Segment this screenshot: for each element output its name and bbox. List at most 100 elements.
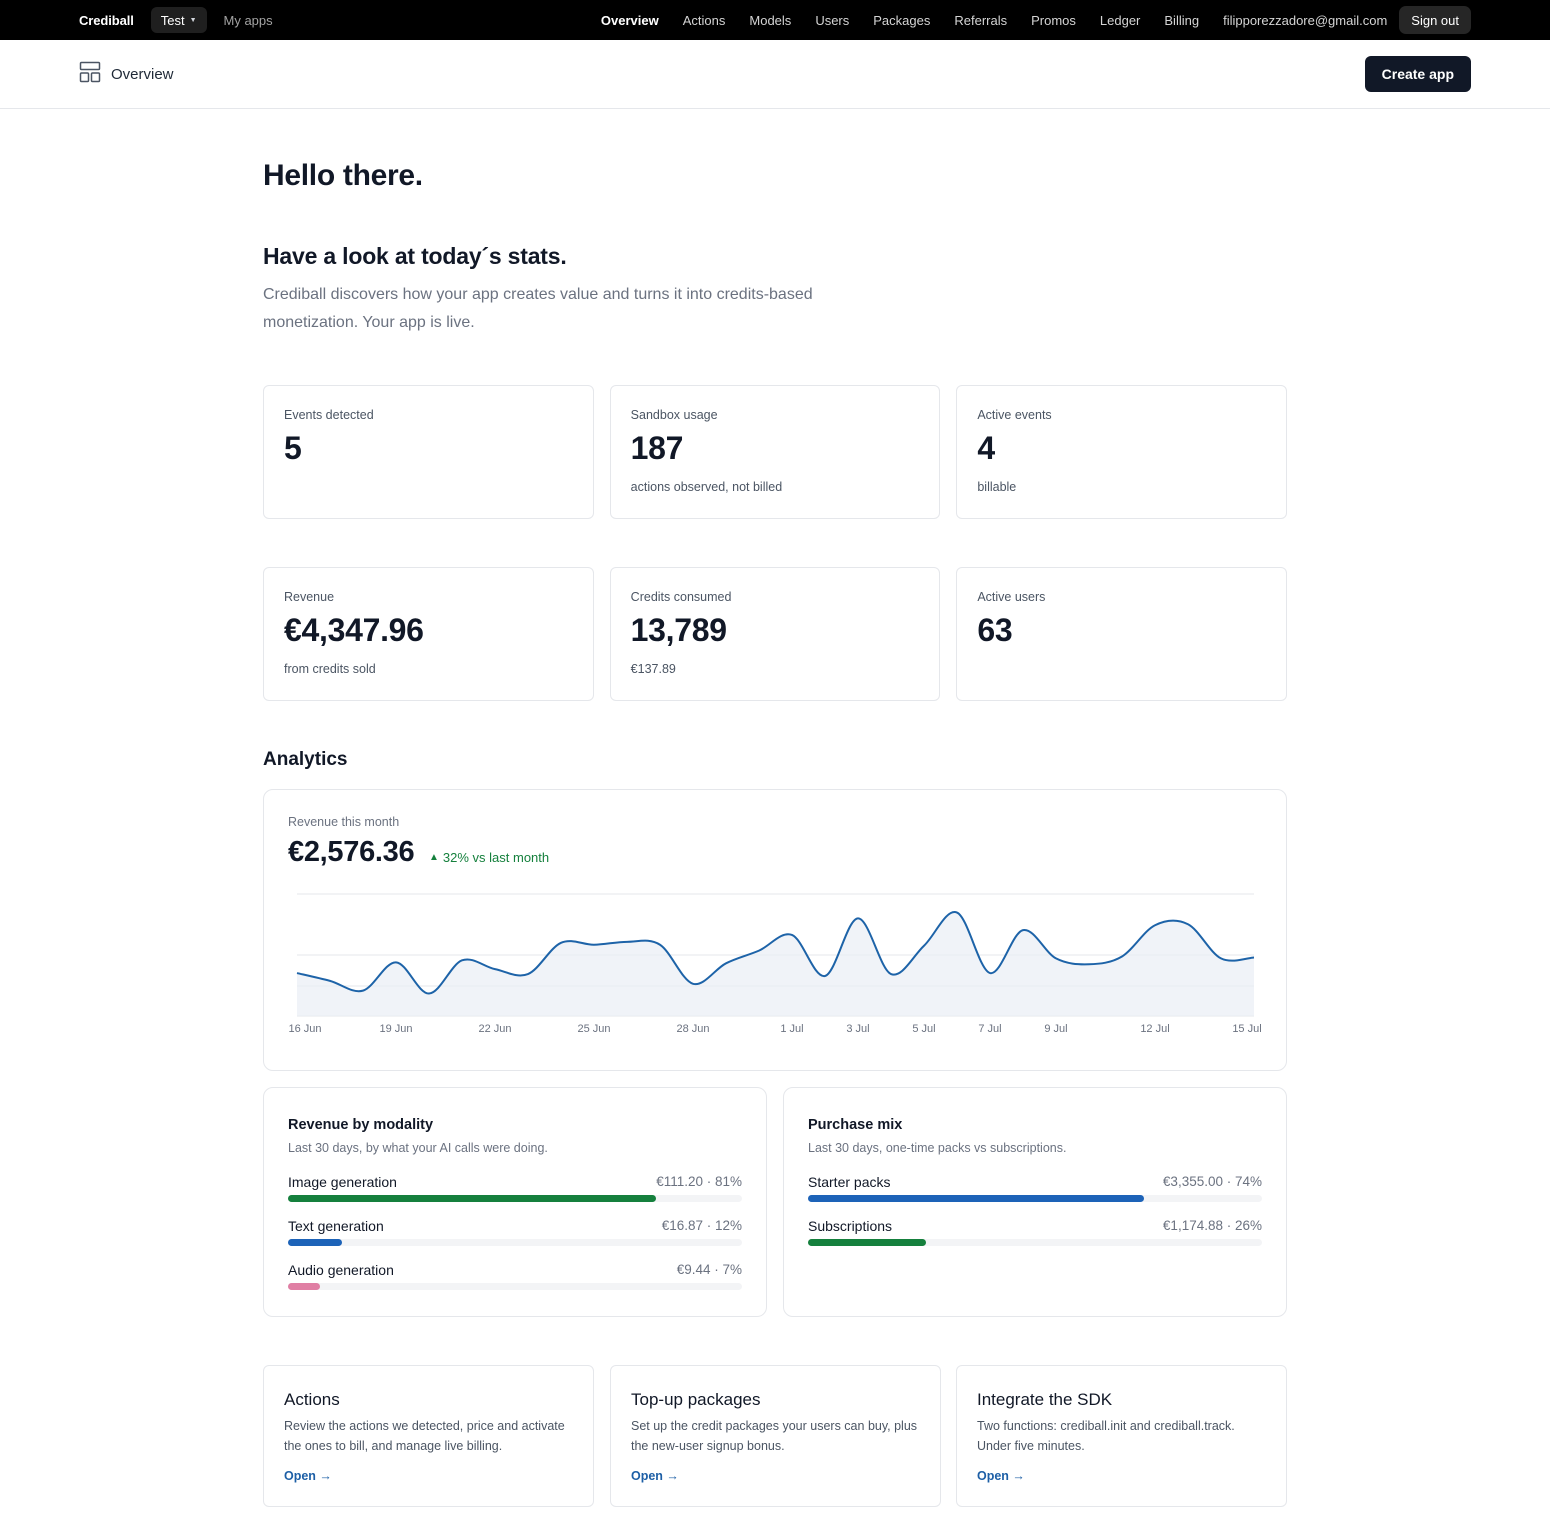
bar-track — [288, 1195, 742, 1202]
x-tick-label: 22 Jun — [478, 1023, 511, 1035]
sign-out-button[interactable]: Sign out — [1399, 6, 1471, 34]
card-description: Two functions: crediball.init and credib… — [977, 1419, 1235, 1453]
nav-overview[interactable]: Overview — [600, 12, 659, 28]
bar-fill — [288, 1239, 343, 1246]
revenue-line — [296, 911, 1255, 995]
bar-fill — [808, 1239, 927, 1246]
bar-name: Audio generation — [288, 1262, 394, 1278]
stat-value: 63 — [977, 612, 1013, 648]
my-apps-link[interactable]: My apps — [223, 12, 273, 28]
bar-item: Audio generation €9.44 · 7% — [288, 1262, 742, 1302]
open-actions-link[interactable]: Open → — [284, 1469, 332, 1483]
nav-actions[interactable]: Actions — [682, 12, 726, 28]
purchase-mix-description: Last 30 days, one-time packs vs subscrip… — [808, 1141, 1067, 1155]
x-tick-label: 5 Jul — [912, 1023, 935, 1035]
bar-item: Subscriptions €1,174.88 · 26% — [808, 1218, 1262, 1258]
bar-track — [808, 1195, 1262, 1202]
brand-logo[interactable]: Crediball — [79, 12, 134, 28]
stats-row-2: Revenue €4,347.96 from credits sold Cred… — [263, 567, 1288, 701]
nav-referrals[interactable]: Referrals — [954, 12, 1008, 28]
page-header: Overview Create app — [0, 40, 1550, 109]
x-tick-label: 7 Jul — [978, 1023, 1001, 1035]
revenue-delta-text: 32% vs last month — [442, 850, 550, 865]
bar-name: Starter packs — [808, 1174, 891, 1190]
stat-card-credits-consumed: Credits consumed 13,789 €137.89 — [609, 567, 941, 701]
x-tick-label: 25 Jun — [577, 1023, 610, 1035]
bar-value: €111.20 · 81% — [656, 1174, 742, 1189]
bar-name: Text generation — [288, 1218, 384, 1234]
card-title: Top-up packages — [631, 1390, 761, 1409]
revenue-chart-value: €2,576.36 — [288, 836, 415, 868]
stat-label: Active users — [977, 590, 1046, 604]
x-tick-label: 15 Jul — [1232, 1023, 1261, 1035]
stat-label: Credits consumed — [630, 590, 732, 604]
stats-row-1: Events detected 5 Sandbox usage 187 acti… — [263, 385, 1288, 519]
nav-promos[interactable]: Promos — [1031, 12, 1076, 28]
card-description: Set up the credit packages your users ca… — [631, 1419, 918, 1453]
x-tick-label: 28 Jun — [676, 1023, 709, 1035]
stat-card-events-detected: Events detected 5 — [263, 385, 594, 519]
bar-fill — [288, 1195, 656, 1202]
open-packages-link[interactable]: Open → — [631, 1469, 679, 1483]
stat-sub: €137.89 — [630, 662, 676, 676]
nav-models[interactable]: Models — [749, 12, 792, 28]
open-sdk-link[interactable]: Open → — [977, 1469, 1025, 1483]
revenue-chart-label: Revenue this month — [288, 815, 400, 829]
nav-billing[interactable]: Billing — [1164, 12, 1200, 28]
x-tick-label: 3 Jul — [846, 1023, 869, 1035]
bar-item: Starter packs €3,355.00 · 74% — [808, 1174, 1262, 1214]
card-title: Actions — [284, 1390, 340, 1409]
stat-label: Active events — [977, 408, 1052, 422]
modality-description: Last 30 days, by what your AI calls were… — [288, 1141, 548, 1155]
bar-track — [808, 1239, 1262, 1246]
stat-card-revenue: Revenue €4,347.96 from credits sold — [263, 567, 594, 701]
x-tick-label: 12 Jul — [1140, 1023, 1169, 1035]
analytics-heading: Analytics — [263, 749, 348, 770]
x-tick-label: 16 Jun — [288, 1023, 321, 1035]
card-description: Review the actions we detected, price an… — [284, 1419, 565, 1453]
bar-track — [288, 1239, 742, 1246]
caret-down-icon: ▼ — [189, 16, 197, 24]
layout-dashboard-icon — [79, 61, 101, 87]
revenue-line-chart: 16 Jun 19 Jun 22 Jun 25 Jun 28 Jun 1 Jul 3 Jul… — [288, 893, 1262, 1035]
create-app-button[interactable]: Create app — [1364, 56, 1471, 92]
bar-value: €16.87 · 12% — [661, 1218, 742, 1233]
bar-fill — [288, 1283, 320, 1290]
greeting-heading: Hello there. — [263, 159, 423, 192]
bar-item: Image generation €111.20 · 81% — [288, 1174, 742, 1214]
bar-track — [288, 1283, 742, 1290]
top-nav: Crediball Test ▼ My apps Overview Action… — [0, 0, 1550, 40]
stat-label: Sandbox usage — [630, 408, 718, 422]
actions-card[interactable]: Actions Review the actions we detected, … — [263, 1365, 594, 1507]
stat-value: €4,347.96 — [284, 612, 424, 648]
stats-heading: Have a look at today´s stats. — [263, 243, 567, 269]
environment-label: Test — [160, 12, 185, 28]
stat-value: 187 — [630, 430, 684, 466]
bar-fill — [808, 1195, 1144, 1202]
stat-label: Events detected — [284, 408, 374, 422]
page-title-text: Overview — [111, 65, 174, 83]
nav-ledger[interactable]: Ledger — [1099, 12, 1141, 28]
bar-value: €3,355.00 · 74% — [1162, 1174, 1262, 1189]
stat-value: 4 — [977, 430, 995, 466]
revenue-chart-card: Revenue this month €2,576.36 ▲ 32% vs la… — [263, 789, 1287, 1071]
top-up-packages-card[interactable]: Top-up packages Set up the credit packag… — [610, 1365, 941, 1507]
page-title: Overview — [79, 61, 174, 87]
modality-title: Revenue by modality — [288, 1117, 434, 1133]
x-tick-label: 9 Jul — [1044, 1023, 1067, 1035]
environment-switcher[interactable]: Test ▼ — [150, 7, 207, 33]
nav-users[interactable]: Users — [815, 12, 850, 28]
stat-value: 5 — [284, 430, 302, 466]
bar-name: Subscriptions — [808, 1218, 893, 1234]
purchase-mix-title: Purchase mix — [808, 1117, 903, 1133]
nav-packages[interactable]: Packages — [873, 12, 931, 28]
stat-card-sandbox-usage: Sandbox usage 187 actions observed, not … — [609, 385, 941, 519]
bar-value: €1,174.88 · 26% — [1162, 1218, 1262, 1233]
stat-card-active-users: Active users 63 — [956, 567, 1288, 701]
revenue-by-modality-card: Revenue by modality Last 30 days, by wha… — [263, 1087, 767, 1317]
stat-sub: billable — [977, 480, 1017, 494]
bar-value: €9.44 · 7% — [676, 1262, 742, 1277]
triangle-up-icon: ▲ — [429, 852, 439, 863]
integrate-sdk-card[interactable]: Integrate the SDK Two functions: crediba… — [956, 1365, 1287, 1507]
card-title: Integrate the SDK — [977, 1390, 1113, 1409]
